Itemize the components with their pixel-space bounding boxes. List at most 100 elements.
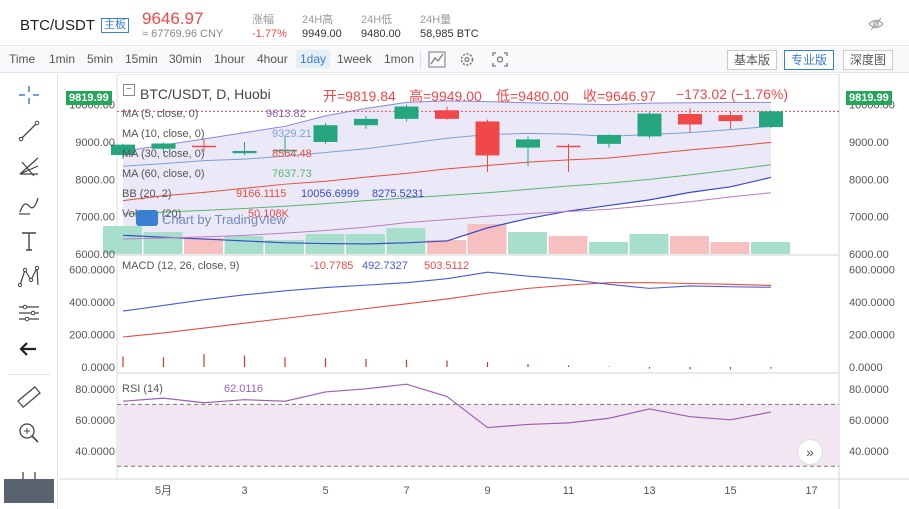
basic-version-button[interactable]: 基本版 (727, 50, 778, 70)
pair-name[interactable]: BTC/USDT (20, 17, 95, 34)
pattern-tool-icon[interactable] (14, 264, 44, 290)
volume-bar (143, 232, 183, 254)
tools-divider (8, 374, 50, 375)
right-tick-label: 600.0000 (849, 265, 895, 277)
left-tick-label: 7000.00 (75, 212, 115, 224)
tab-1week[interactable]: 1week (337, 52, 372, 66)
ma60-line (122, 164, 772, 215)
ohlc-high: 高=9949.00 (409, 88, 482, 104)
text-tool-icon[interactable] (14, 228, 44, 254)
tab-15min[interactable]: 15min (125, 52, 158, 66)
toolbar-divider (420, 50, 421, 70)
volume-bar (103, 226, 142, 254)
candle-body (111, 144, 135, 156)
volume-bar (710, 242, 750, 254)
tab-1hour[interactable]: 1hour (214, 52, 245, 66)
price-cny: ≈ 67769.96 CNY (142, 28, 224, 40)
ma5-label: MA (5, close, 0) (122, 108, 199, 120)
ticker-header: BTC/USDT 主板 9646.97 ≈ 67769.96 CNY 涨幅 -1… (0, 0, 909, 46)
indicator-icon[interactable] (427, 50, 447, 69)
volume-bar (629, 234, 669, 254)
right-tick-label: 400.0000 (849, 297, 895, 309)
candle-body (435, 110, 459, 119)
macd-hist-value: -10.7785 (310, 260, 354, 272)
left-tick-label: 600.0000 (69, 265, 115, 277)
candle-body (394, 106, 419, 119)
ma60-value: 7637.73 (272, 168, 312, 180)
x-tick-label: 5月 (155, 485, 172, 497)
screenshot-icon[interactable] (490, 50, 510, 69)
tab-1mon[interactable]: 1mon (384, 52, 415, 66)
ma10-label: MA (10, close, 0) (122, 128, 205, 140)
candle-body (192, 145, 216, 148)
left-tick-label: 60.0000 (75, 415, 115, 427)
tab-4hour[interactable]: 4hour (257, 52, 288, 66)
collapse-legend-icon[interactable]: − (123, 84, 135, 96)
ma30-line (122, 141, 772, 202)
volume-bar (508, 232, 547, 254)
volume-bar (386, 228, 426, 254)
x-tick-label: 3 (241, 485, 247, 497)
drawing-toolbar (0, 74, 58, 509)
measure-tool-icon[interactable] (14, 300, 44, 326)
price-chart[interactable]: 6000.00 6000.00 7000.00 7000.00 8000.00 8000.… (59, 74, 909, 509)
bb-basis: 9166.1115 (236, 188, 287, 200)
bb-lower: 8275.5231 (372, 188, 424, 200)
left-tick-label: 6000.00 (75, 249, 115, 261)
volume-bar (427, 240, 466, 254)
ruler-icon[interactable] (14, 384, 44, 410)
tab-5min[interactable]: 5min (87, 52, 114, 66)
right-tick-label: 8000.00 (849, 174, 889, 186)
candle-body (475, 121, 500, 156)
right-tick-label: 80.0000 (849, 384, 889, 396)
zoom-in-icon[interactable] (14, 420, 44, 446)
ohlc-close: 收=9646.97 (583, 88, 656, 104)
bb-upper: 10056.6999 (301, 188, 360, 200)
fib-fan-icon[interactable] (14, 154, 44, 180)
board-badge: 主板 (101, 18, 129, 33)
tab-1min[interactable]: 1min (49, 52, 76, 66)
stat-value-high: 9949.00 (302, 28, 342, 40)
scroll-right-button[interactable]: » (797, 439, 823, 465)
candle-body (637, 113, 662, 137)
right-tick-label: 40.0000 (849, 446, 889, 458)
bb-label: BB (20, 2) (122, 188, 172, 200)
left-tick-label: 40.0000 (75, 446, 115, 458)
brush-icon[interactable] (14, 192, 44, 218)
macd-dif-line (122, 271, 772, 312)
rsi-pane (117, 383, 839, 467)
hide-eye-icon[interactable] (868, 16, 884, 32)
pro-version-button[interactable]: 专业版 (784, 50, 835, 70)
volume-bar (224, 236, 264, 254)
stat-label-low: 24H低 (361, 14, 393, 26)
macd-dif-value: 492.7327 (362, 260, 408, 272)
x-tick-label: 7 (403, 485, 409, 497)
depth-chart-button[interactable]: 深度图 (843, 50, 894, 70)
candle-body (313, 125, 338, 142)
bb-lower-line (122, 176, 772, 245)
volume-bar (467, 224, 507, 254)
candles (111, 104, 783, 172)
trend-line-icon[interactable] (14, 118, 44, 144)
ma10-value: 9329.21 (272, 128, 312, 140)
back-arrow-icon[interactable] (14, 336, 44, 362)
volume-bar (589, 242, 628, 254)
tab-1day[interactable]: 1day (296, 50, 331, 68)
last-price: 9646.97 (142, 9, 204, 28)
stat-label-change: 涨幅 (252, 14, 274, 26)
volume-bar (184, 238, 223, 254)
tab-30min[interactable]: 30min (169, 52, 202, 66)
x-tick-label: 17 (805, 485, 817, 497)
rsi-value: 62.0116 (224, 383, 263, 395)
candle-body (354, 118, 378, 126)
crosshair-icon[interactable] (14, 82, 44, 108)
ma-purple-line (122, 192, 772, 240)
volume-bar (548, 236, 588, 254)
right-tick-label: 0.0000 (849, 362, 883, 374)
ma60-label: MA (60, close, 0) (122, 168, 205, 180)
settings-gear-icon[interactable] (457, 50, 477, 69)
rsi-band-area (117, 404, 839, 467)
timeframe-toolbar: Time 1min 5min 15min 30min 1hour 4hour 1… (0, 47, 909, 73)
tab-time[interactable]: Time (9, 52, 36, 66)
stat-value-volume: 58,985 BTC (420, 28, 479, 40)
